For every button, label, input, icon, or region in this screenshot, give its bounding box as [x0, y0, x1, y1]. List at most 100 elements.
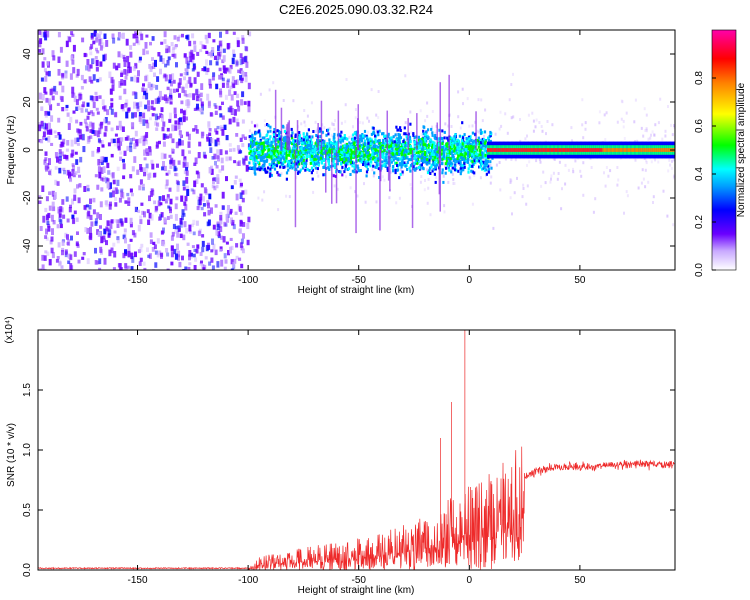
heatmap-cell	[328, 148, 331, 152]
heatmap-cell	[110, 153, 114, 158]
heatmap-cell	[279, 159, 282, 163]
heatmap-cell	[589, 148, 592, 152]
heatmap-cell	[325, 133, 328, 137]
heatmap-cell	[289, 140, 292, 144]
heatmap-cell	[97, 147, 101, 152]
heatmap-cell	[124, 249, 127, 255]
heatmap-cell	[441, 145, 444, 149]
heatmap-spike	[407, 118, 409, 150]
heatmap-cell	[371, 140, 374, 144]
heatmap-cell	[75, 243, 79, 247]
heatmap-cell	[283, 147, 286, 151]
heatmap-cell	[222, 236, 226, 243]
heatmap-cell	[171, 124, 175, 132]
heatmap-cell	[240, 212, 244, 216]
heatmap-cell	[430, 143, 433, 147]
heatmap-cell	[273, 128, 276, 131]
heatmap-cell	[232, 224, 236, 230]
heatmap-cell	[177, 82, 181, 88]
heatmap-cell	[89, 46, 92, 51]
heatmap-cell	[358, 140, 361, 144]
heatmap-cell	[139, 101, 143, 108]
heatmap-cell	[264, 123, 267, 127]
heatmap-cell	[261, 145, 265, 149]
heatmap-cell	[43, 122, 46, 130]
heatmap-cell	[240, 182, 243, 187]
heatmap-cell	[209, 112, 213, 117]
heatmap-cell	[268, 151, 271, 155]
heatmap-cell	[217, 140, 221, 146]
heatmap-cell	[524, 148, 527, 152]
heatmap-cell	[435, 153, 438, 157]
heatmap-cell	[293, 144, 296, 148]
heatmap-cell	[92, 74, 96, 81]
heatmap-cell	[604, 138, 607, 141]
heatmap-cell	[156, 97, 160, 104]
heatmap-cell	[441, 168, 444, 172]
heatmap-cell	[333, 184, 336, 188]
heatmap-cell	[285, 177, 288, 181]
heatmap-cell	[428, 161, 431, 165]
heatmap-cell	[649, 136, 652, 140]
heatmap-cell	[160, 152, 164, 160]
heatmap-cell	[495, 163, 498, 167]
heatmap-cell	[111, 172, 115, 179]
heatmap-cell	[172, 223, 176, 229]
heatmap-cell	[286, 149, 289, 153]
heatmap-cell	[142, 95, 146, 99]
heatmap-cell	[234, 175, 238, 179]
heatmap-cell	[310, 166, 314, 170]
heatmap-cell	[64, 232, 68, 238]
heatmap-cell	[173, 53, 177, 59]
heatmap-cell	[38, 49, 41, 53]
heatmap-cell	[450, 136, 453, 140]
heatmap-cell	[72, 172, 76, 178]
heatmap-cell	[609, 169, 612, 173]
heatmap-cell	[622, 148, 625, 152]
heatmap-cell	[148, 149, 152, 156]
heatmap-cell	[311, 168, 314, 172]
heatmap-cell	[645, 129, 648, 133]
heatmap-cell	[512, 72, 514, 76]
heatmap-cell	[457, 142, 460, 146]
heatmap-cell	[487, 148, 490, 152]
heatmap-cell	[221, 205, 225, 210]
heatmap-cell	[276, 153, 279, 157]
heatmap-cell	[69, 177, 72, 182]
heatmap-cell	[422, 152, 425, 156]
heatmap-cell	[426, 156, 429, 160]
heatmap-cell	[148, 146, 152, 153]
heatmap-cell	[607, 148, 610, 152]
heatmap-cell	[130, 192, 134, 197]
heatmap-cell	[240, 99, 244, 106]
heatmap-cell	[594, 148, 597, 152]
heatmap-cell	[262, 168, 265, 172]
heatmap-cell	[623, 137, 626, 140]
heatmap-cell	[107, 233, 111, 238]
heatmap-cell	[91, 150, 95, 157]
heatmap-cell	[218, 224, 222, 228]
heatmap-cell	[370, 88, 373, 92]
heatmap-cell	[122, 163, 126, 170]
heatmap-cell	[138, 59, 142, 63]
heatmap-cell	[472, 144, 476, 147]
heatmap-cell	[395, 125, 398, 129]
heatmap-cell	[366, 116, 369, 120]
heatmap-cell	[214, 204, 218, 208]
heatmap-cell	[73, 188, 77, 194]
heatmap-cell	[99, 246, 103, 253]
heatmap-cell	[149, 117, 152, 121]
heatmap-cell	[53, 192, 57, 200]
heatmap-cell	[323, 145, 326, 148]
heatmap-cell	[434, 162, 437, 166]
heatmap-cell	[130, 252, 134, 257]
heatmap-cell	[58, 134, 62, 140]
heatmap-cell	[347, 159, 350, 163]
heatmap-cell	[634, 158, 637, 162]
heatmap-cell	[137, 40, 141, 46]
heatmap-cell	[98, 77, 102, 82]
heatmap-cell	[404, 74, 407, 78]
heatmap-cell	[96, 184, 100, 190]
heatmap-cell	[580, 174, 583, 178]
heatmap-cell	[216, 223, 220, 231]
